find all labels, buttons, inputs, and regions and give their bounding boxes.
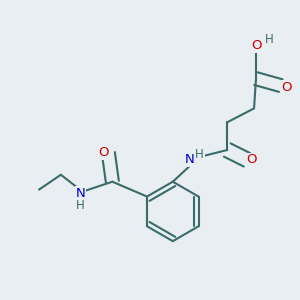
Text: O: O [281,81,292,94]
Text: N: N [76,187,86,200]
Text: O: O [251,40,261,52]
Text: H: H [195,148,204,161]
Text: N: N [185,153,194,167]
Text: H: H [265,32,273,46]
Text: O: O [98,146,109,160]
Text: H: H [76,199,85,212]
Text: O: O [246,153,256,167]
